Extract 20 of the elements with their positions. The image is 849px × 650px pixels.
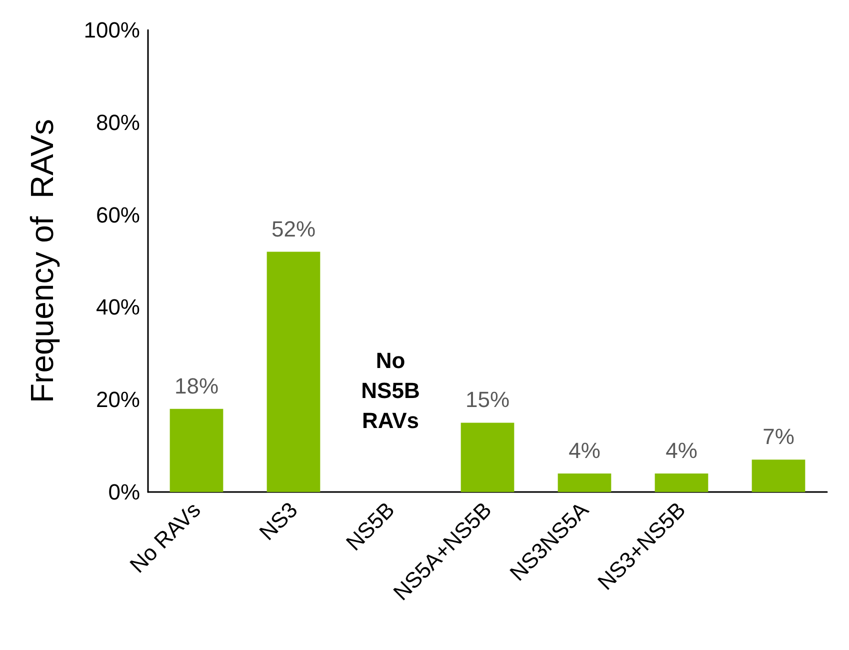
- data-label: 18%: [174, 373, 219, 398]
- bar: [558, 474, 612, 492]
- bar: [460, 422, 514, 492]
- y-tick-label: 80%: [96, 110, 140, 135]
- data-label: 7%: [762, 424, 794, 450]
- y-tick-label: 60%: [96, 202, 140, 228]
- y-tick-label: 40%: [96, 294, 140, 320]
- bar: [654, 474, 708, 492]
- bar: [266, 252, 320, 492]
- bar: [170, 408, 224, 492]
- data-label: 4%: [666, 438, 698, 464]
- y-tick-label: 100%: [84, 18, 140, 42]
- data-label: 52%: [271, 216, 316, 242]
- data-label: 4%: [568, 438, 600, 464]
- y-axis-title: Frequency of RAVs: [24, 119, 60, 403]
- bar: [752, 460, 806, 492]
- data-label: 15%: [465, 387, 510, 412]
- y-tick-label: 0%: [108, 480, 140, 504]
- y-tick-label: 20%: [96, 387, 140, 412]
- annotation: No NS5B RAVs: [361, 348, 420, 433]
